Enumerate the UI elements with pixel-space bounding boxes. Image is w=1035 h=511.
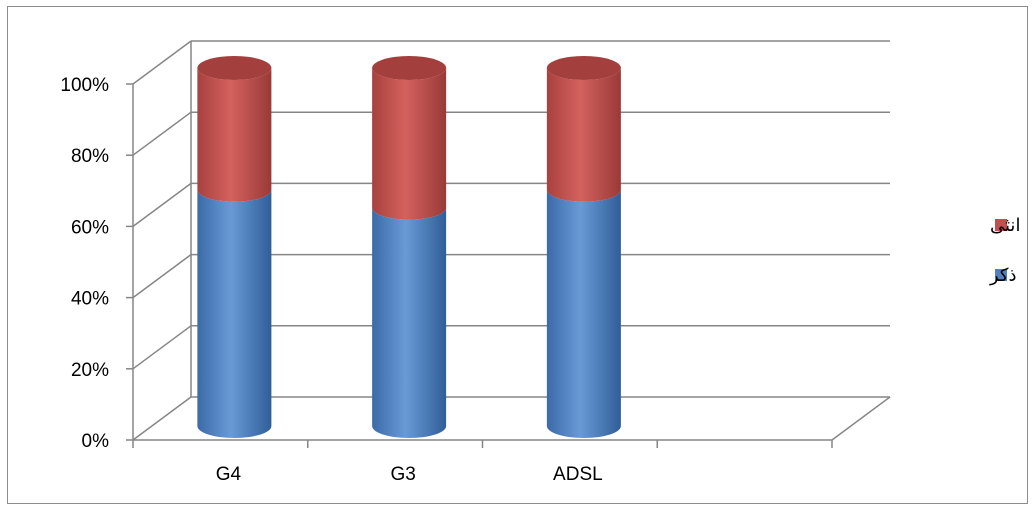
legend-label-1: ذكر [989, 265, 1017, 286]
gridline-side [132, 253, 192, 299]
bar-ADSL-series-1 [546, 68, 621, 202]
bar-G3-series-0 [372, 207, 447, 438]
bar-top-cap-ADSL [546, 56, 621, 80]
bar-G4-series-1 [197, 68, 272, 202]
bar-top-cap-G3 [372, 56, 447, 80]
gridlines [132, 40, 891, 441]
floor-right-edge [831, 396, 891, 441]
tick-labels: 0% 20% 40% 60% 80% 100% G4 G3 ADSL [60, 75, 602, 485]
gridline-side [132, 325, 192, 370]
y-tick-label: 40% [71, 289, 109, 310]
bar-group-G4 [197, 56, 272, 438]
y-tick-label: 60% [71, 217, 109, 238]
bar-ADSL-series-0 [546, 189, 621, 438]
x-tick-label-G4: G4 [216, 464, 242, 485]
gridline-side [132, 40, 192, 85]
bar-group-G3 [372, 56, 447, 438]
gridline-side [132, 396, 192, 441]
axes [126, 83, 833, 448]
gridline-side [132, 182, 192, 228]
y-tick-label: 80% [71, 146, 109, 167]
y-tick-label: 100% [60, 75, 109, 96]
x-tick-label-G3: G3 [390, 464, 415, 485]
bar-G4-series-0 [197, 189, 272, 438]
x-tick-label-ADSL: ADSL [553, 464, 603, 485]
legend-label-0: انثى [990, 215, 1020, 236]
bar-G3-series-1 [372, 68, 447, 220]
legend-swatch-0 [995, 219, 1007, 231]
y-tick-label: 20% [71, 360, 109, 381]
bars [197, 56, 621, 438]
legend: انثى ذكر [989, 215, 1020, 286]
gridline-side [132, 111, 192, 156]
y-tick-label: 0% [82, 431, 110, 452]
bar-top-cap-G4 [197, 56, 272, 80]
legend-swatch-1 [995, 269, 1007, 281]
bar-group-ADSL [546, 56, 621, 438]
